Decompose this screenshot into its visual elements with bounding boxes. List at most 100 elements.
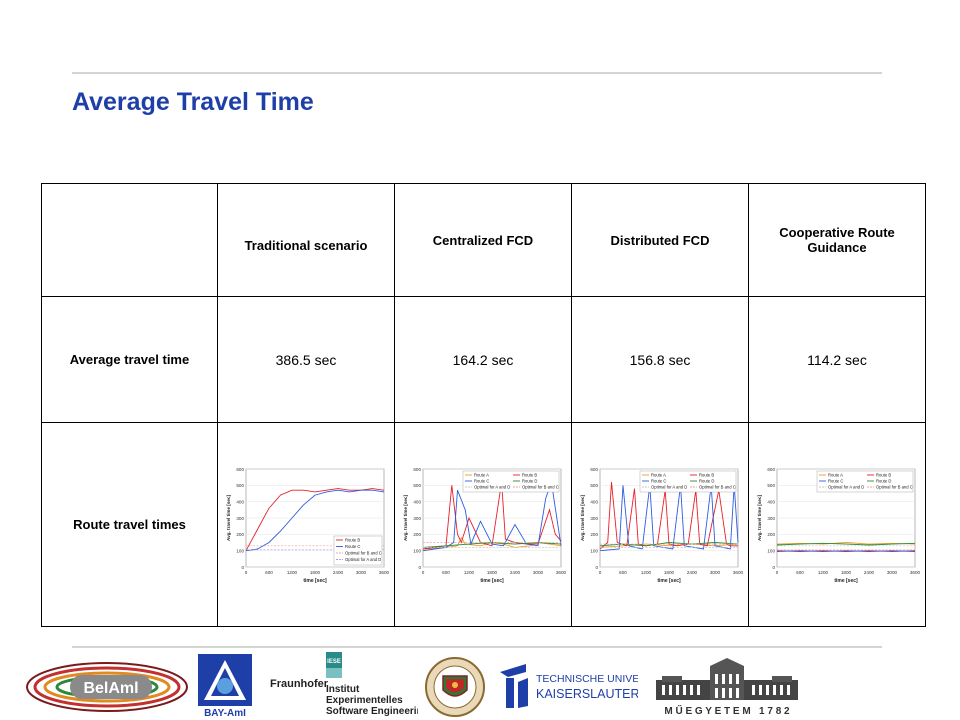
x-tick-label: 1800: [841, 570, 852, 575]
column-header: Cooperative Route Guidance: [748, 183, 926, 297]
x-tick-label: 2400: [687, 570, 698, 575]
route-travel-chart-traditional: 0 100 200 300 400 500 600 0 600 1200 1800 2400 3000 3…: [226, 466, 390, 584]
series-line: [776, 549, 916, 552]
legend-label: Route B: [876, 472, 891, 477]
y-tick-label: 500: [236, 483, 244, 488]
university-seal-logo: [425, 657, 485, 717]
y-tick-label: 600: [767, 466, 775, 471]
x-tick-label: 2400: [864, 570, 875, 575]
slide-title: Average Travel Time: [72, 88, 314, 116]
x-tick-label: 0: [245, 570, 248, 575]
x-tick-label: 3600: [556, 570, 567, 575]
x-axis-label: time [sec]: [834, 578, 858, 584]
column-header: Distributed FCD: [571, 183, 749, 297]
y-tick-label: 300: [236, 515, 244, 520]
x-tick-label: 1800: [310, 570, 321, 575]
legend-label: Route A: [651, 472, 666, 477]
table-row: Average travel time 386.5 sec 164.2 sec …: [41, 296, 926, 423]
legend-label: Route D: [699, 478, 714, 483]
x-tick-label: 2400: [510, 570, 521, 575]
top-divider: [72, 72, 882, 74]
x-tick-label: 2400: [333, 570, 344, 575]
y-tick-label: 100: [767, 548, 775, 553]
chart-cell: 0 100 200 300 400 500 600 0 600 1200 1800 2400 3000 3…: [394, 422, 572, 627]
legend-label: Optimal for B and C: [876, 484, 913, 489]
corner-cell: [41, 183, 218, 297]
iese-line: Institut: [326, 684, 360, 695]
legend-box: [333, 535, 383, 565]
series-line: [422, 481, 562, 551]
y-tick-label: 100: [236, 548, 244, 553]
x-axis-label: time [sec]: [303, 578, 327, 584]
series-line: [245, 489, 385, 551]
table-cell: 156.8 sec: [571, 296, 749, 423]
tu-name-line-2: KAISERSLAUTERN: [536, 687, 638, 701]
x-tick-label: 1800: [664, 570, 675, 575]
iese-line: Software Engineering: [326, 706, 418, 717]
y-tick-label: 200: [413, 532, 421, 537]
x-tick-label: 3000: [533, 570, 544, 575]
column-header: Centralized FCD: [394, 183, 572, 297]
y-axis-label: Avg. travel time [sec]: [226, 494, 231, 541]
y-tick-label: 500: [590, 483, 598, 488]
results-table: Traditional scenario Centralized FCD Dis…: [41, 183, 926, 627]
column-header: Traditional scenario: [217, 183, 395, 297]
series-line: [776, 549, 916, 552]
belaml-text: BelAml: [83, 680, 138, 697]
chart-cell: 0 100 200 300 400 500 600 0 600 1200 1800 2400 3000 3…: [748, 422, 926, 627]
y-tick-label: 300: [767, 515, 775, 520]
route-travel-chart-centralized: 0 100 200 300 400 500 600 0 600 1200 1800 2400 3000 3…: [403, 466, 567, 584]
y-tick-label: 600: [590, 466, 598, 471]
legend-label: Route B: [345, 537, 360, 542]
x-tick-label: 1200: [818, 570, 829, 575]
y-tick-label: 100: [413, 548, 421, 553]
table-row: Route travel times 0 100 200 300 400 500 600 0 6…: [41, 422, 926, 627]
tu-name-line-1: TECHNISCHE UNIVERSITÄT: [536, 673, 638, 685]
muegyetem-text: M Ű E G Y E T E M 1 7 8 2: [664, 704, 790, 717]
series-line: [599, 481, 738, 549]
table-cell: 164.2 sec: [394, 296, 572, 423]
x-axis-label: time [sec]: [480, 578, 504, 584]
x-tick-label: 1800: [487, 570, 498, 575]
y-tick-label: 300: [590, 515, 598, 520]
y-tick-label: 600: [236, 466, 244, 471]
y-tick-label: 400: [413, 499, 421, 504]
y-tick-label: 0: [595, 564, 598, 569]
belaml-logo: BelAml: [26, 662, 188, 712]
x-tick-label: 3000: [710, 570, 721, 575]
legend-label: Optimal for B and C: [345, 550, 382, 555]
legend-label: Optimal for A and D: [828, 484, 864, 489]
y-axis-label: Avg. travel time [sec]: [757, 494, 762, 541]
x-tick-label: 3000: [356, 570, 367, 575]
y-axis-label: Avg. travel time [sec]: [580, 494, 585, 541]
bottom-divider: [72, 646, 882, 648]
y-tick-label: 600: [413, 466, 421, 471]
y-tick-label: 0: [241, 564, 244, 569]
logo-strip: BelAml BAY-AmI IESE Fraunhofer Institut …: [0, 652, 960, 720]
x-tick-label: 3600: [910, 570, 921, 575]
y-axis-label: Avg. travel time [sec]: [403, 494, 408, 541]
legend-label: Optimal for A and D: [345, 557, 381, 562]
legend-label: Route C: [828, 478, 843, 483]
legend-label: Route C: [474, 478, 489, 483]
x-tick-label: 3600: [733, 570, 744, 575]
y-tick-label: 0: [772, 564, 775, 569]
iese-line: Experimentelles: [326, 695, 403, 706]
y-tick-label: 200: [590, 532, 598, 537]
y-tick-label: 500: [413, 483, 421, 488]
x-tick-label: 600: [265, 570, 273, 575]
x-tick-label: 3600: [379, 570, 390, 575]
legend-label: Optimal for A and D: [651, 484, 687, 489]
legend-box: [462, 470, 560, 492]
x-tick-label: 0: [599, 570, 602, 575]
bayaml-text: BAY-AmI: [204, 708, 246, 718]
x-tick-label: 0: [776, 570, 779, 575]
row-header: Average travel time: [41, 296, 218, 423]
x-axis-label: time [sec]: [657, 578, 681, 584]
y-tick-label: 300: [413, 515, 421, 520]
x-tick-label: 3000: [887, 570, 898, 575]
series-line: [776, 541, 916, 545]
y-tick-label: 200: [236, 532, 244, 537]
legend-label: Route D: [522, 478, 537, 483]
y-tick-label: 400: [767, 499, 775, 504]
